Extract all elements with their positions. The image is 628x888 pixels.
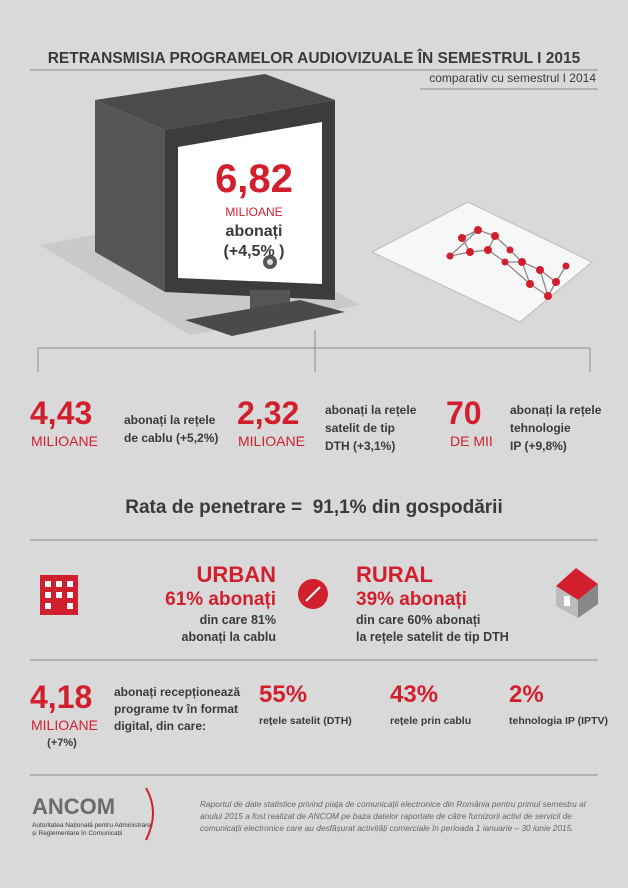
rural-value: 39% abonați xyxy=(356,589,467,610)
stat-unit: MILIOANE xyxy=(238,433,305,449)
stat-number: 2,32 xyxy=(237,395,299,431)
stat-desc: DTH (+3,1%) xyxy=(325,439,395,453)
stat-number: 70 xyxy=(446,395,482,431)
stat-desc: de cablu (+5,2%) xyxy=(124,431,218,445)
org-name: Autoritatea Națională pentru Administrar… xyxy=(32,822,151,829)
digital-number: 4,18 xyxy=(30,679,92,715)
breakdown-value: 43% xyxy=(390,681,438,708)
footer-note: Raportul de date statistice privind piaț… xyxy=(200,799,587,809)
map-illustration xyxy=(370,201,593,323)
urban-icon xyxy=(40,575,78,615)
breakdown-label: rețele prin cablu xyxy=(390,715,471,727)
stat-number: 4,43 xyxy=(30,395,92,431)
stat-unit: DE MII xyxy=(450,433,493,449)
tv-label: abonați xyxy=(226,223,283,240)
bracket xyxy=(37,330,591,372)
digital-change: (+7%) xyxy=(47,737,77,749)
breakdown-label: rețele satelit (DTH) xyxy=(259,715,352,727)
org-name: și Reglementare în Comunicații xyxy=(32,830,122,837)
urban-title: URBAN xyxy=(197,562,276,587)
breakdown-label: tehnologia IP (IPTV) xyxy=(509,715,608,727)
tv-unit: MILIOANE xyxy=(225,205,282,219)
digital-desc: digital, din care: xyxy=(114,719,206,733)
breakdown-value: 55% xyxy=(259,681,307,708)
rural-icon xyxy=(556,568,598,618)
footer-note: anului 2015 a fost realizat de ANCOM pe … xyxy=(200,811,572,821)
breakdown-value: 2% xyxy=(509,681,544,708)
urban-desc: din care 81% xyxy=(200,613,276,627)
tv-illustration xyxy=(40,74,360,336)
rural-desc: la rețele satelit de tip DTH xyxy=(356,630,509,644)
stat-desc: satelit de tip xyxy=(325,421,395,435)
footer-note: comunicații electronice care au desfășur… xyxy=(200,823,574,833)
stat-desc: abonați la rețele xyxy=(510,403,602,417)
logo: ANCOM xyxy=(32,794,115,819)
tv-change: (+4,5% ) xyxy=(224,243,285,260)
urban-value: 61% abonați xyxy=(165,589,276,610)
divider-icon xyxy=(298,579,328,609)
digital-desc: abonați recepționează xyxy=(114,685,240,699)
tv-number: 6,82 xyxy=(215,157,293,201)
digital-desc: programe tv în format xyxy=(114,702,238,716)
rural-title: RURAL xyxy=(356,562,433,587)
stat-desc: abonați la rețele xyxy=(124,413,216,427)
logo-arc xyxy=(145,787,154,841)
stat-desc: tehnologie xyxy=(510,421,571,435)
rural-desc: din care 60% abonați xyxy=(356,613,480,627)
stat-unit: MILIOANE xyxy=(31,433,98,449)
title: RETRANSMISIA PROGRAMELOR AUDIOVIZUALE ÎN… xyxy=(48,49,581,67)
stat-desc: IP (+9,8%) xyxy=(510,439,567,453)
penetration-rate: Rata de penetrare = 91,1% din gospodării xyxy=(125,497,502,518)
stat-desc: abonați la rețele xyxy=(325,403,417,417)
urban-desc: abonați la cablu xyxy=(182,630,276,644)
subtitle: comparativ cu semestrul I 2014 xyxy=(429,71,596,85)
digital-unit: MILIOANE xyxy=(31,717,98,733)
